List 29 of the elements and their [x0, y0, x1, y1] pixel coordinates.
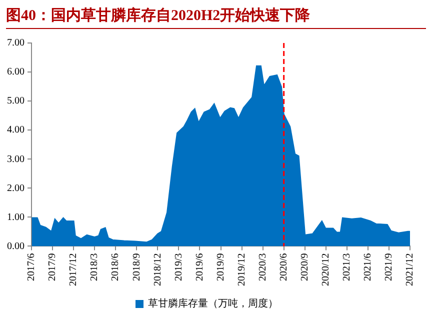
- y-tick-label: 0.00: [7, 240, 24, 252]
- x-tick-label: 2019/3: [173, 253, 184, 282]
- x-tick-label: 2019/6: [194, 253, 206, 282]
- x-tick-label: 2020/9: [299, 253, 310, 282]
- x-tick-label: 2018/12: [152, 253, 164, 286]
- y-tick-label: 3.00: [7, 154, 24, 165]
- x-tick-label: 2017/12: [68, 253, 80, 286]
- legend-label: 草甘膦库存量（万吨，周度）: [148, 298, 278, 310]
- y-tick-label: 4.00: [7, 124, 24, 136]
- x-tick-label: 2018/3: [89, 253, 100, 282]
- x-tick-label: 2021/12: [404, 253, 416, 286]
- x-tick-label: 2018/9: [131, 253, 142, 282]
- x-tick-label: 2020/3: [257, 253, 268, 282]
- x-tick-label: 2017/9: [47, 253, 58, 282]
- x-tick-label: 2021/3: [342, 253, 353, 282]
- y-tick-label: 2.00: [7, 182, 24, 194]
- y-tick-label: 6.00: [7, 66, 24, 78]
- x-tick-label: 2018/6: [110, 253, 122, 282]
- chart-title: 图40：国内草甘膦库存自2020H2开始快速下降: [6, 6, 426, 29]
- y-tick-label: 1.00: [7, 212, 24, 223]
- x-tick-label: 2020/6: [278, 253, 290, 282]
- x-tick-label: 2021/6: [362, 253, 374, 282]
- y-tick-label: 7.00: [7, 38, 24, 49]
- x-tick-label: 2020/12: [320, 253, 332, 286]
- y-tick-label: 5.00: [7, 96, 24, 107]
- x-tick-label: 2021/9: [384, 253, 395, 282]
- x-tick-label: 2019/9: [215, 253, 226, 282]
- x-tick-label: 2017/6: [26, 253, 38, 282]
- x-tick-label: 2019/12: [236, 253, 248, 286]
